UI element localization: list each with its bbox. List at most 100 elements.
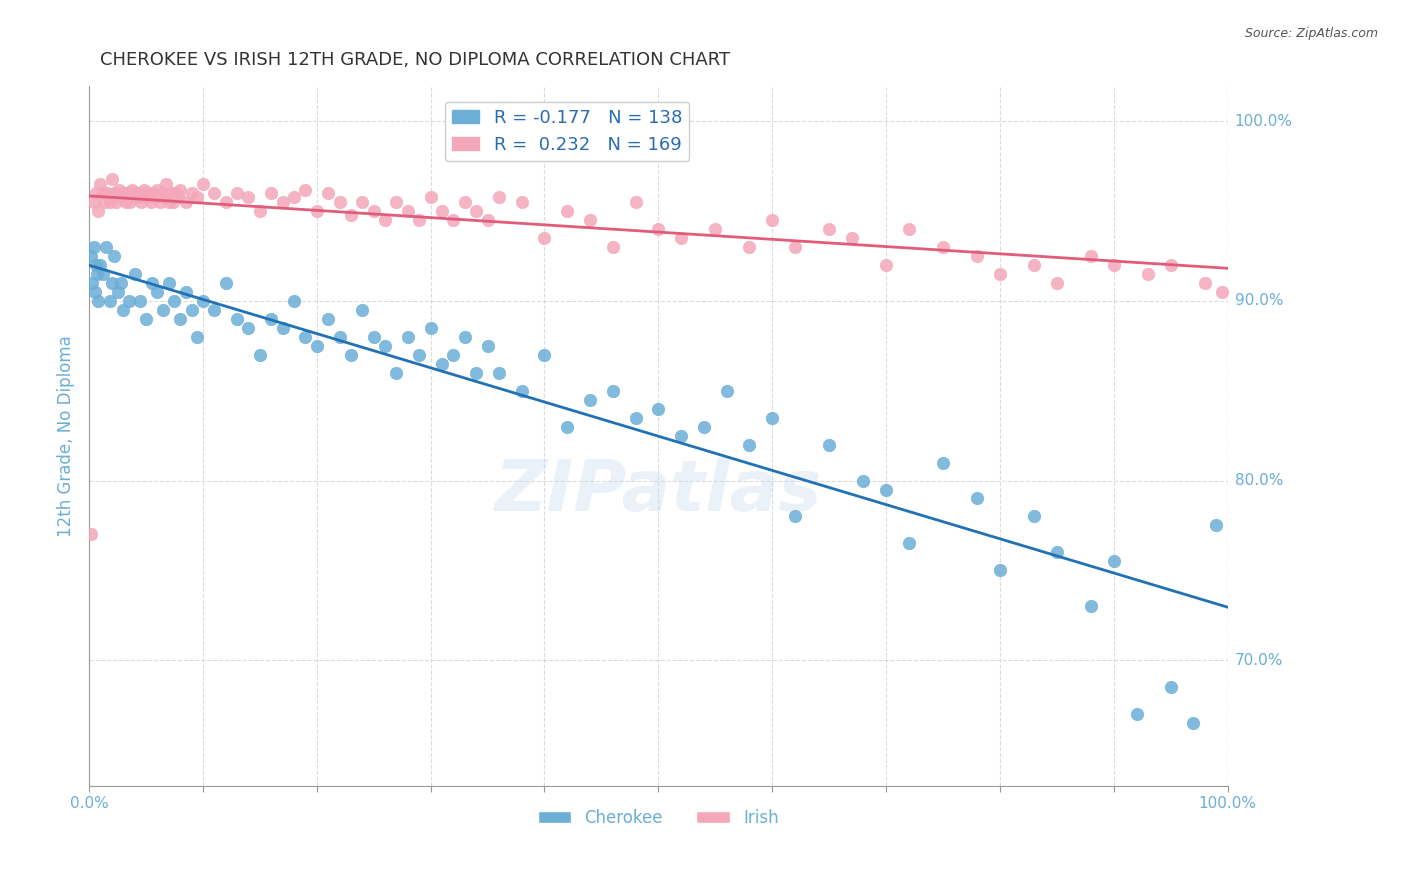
Point [316, 312, 339, 326]
Point [374, 213, 396, 227]
Point [579, 213, 602, 227]
Point [329, 195, 352, 210]
Point [419, 321, 441, 335]
Point [988, 267, 1011, 281]
Point [163, 293, 186, 308]
Point [105, 195, 128, 210]
Point [396, 330, 419, 344]
Point [488, 190, 510, 204]
Point [135, 190, 157, 204]
Point [155, 178, 177, 192]
Point [783, 509, 806, 524]
Point [875, 483, 897, 497]
Point [110, 276, 132, 290]
Point [202, 302, 225, 317]
Point [91, 186, 114, 201]
Point [125, 190, 148, 204]
Point [738, 437, 761, 451]
Point [1102, 554, 1125, 568]
Point [897, 222, 920, 236]
Point [157, 276, 180, 290]
Point [988, 563, 1011, 577]
Point [226, 312, 249, 326]
Point [363, 204, 385, 219]
Point [396, 204, 419, 219]
Point [84, 258, 107, 272]
Legend: Cherokee, Irish: Cherokee, Irish [531, 802, 786, 833]
Point [143, 190, 166, 204]
Point [624, 410, 647, 425]
Point [818, 437, 841, 451]
Point [174, 195, 197, 210]
Point [510, 384, 533, 398]
Text: 100.0%: 100.0% [1234, 114, 1292, 129]
Point [624, 195, 647, 210]
Point [132, 183, 155, 197]
Point [141, 276, 163, 290]
Point [385, 366, 408, 380]
Point [363, 330, 385, 344]
Point [226, 186, 249, 201]
Point [124, 186, 146, 201]
Point [215, 276, 238, 290]
Text: 70.0%: 70.0% [1234, 653, 1282, 667]
Point [1022, 509, 1045, 524]
Point [555, 204, 578, 219]
Point [352, 302, 374, 317]
Point [647, 401, 669, 416]
Point [160, 186, 183, 201]
Point [89, 178, 111, 192]
Point [693, 419, 716, 434]
Point [169, 183, 191, 197]
Point [169, 312, 191, 326]
Point [124, 267, 146, 281]
Text: ZIPatlas: ZIPatlas [495, 458, 823, 526]
Point [704, 222, 727, 236]
Point [294, 183, 316, 197]
Point [94, 240, 117, 254]
Point [329, 330, 352, 344]
Point [1205, 518, 1227, 533]
Point [107, 183, 129, 197]
Point [783, 240, 806, 254]
Point [477, 213, 499, 227]
Point [602, 240, 624, 254]
Text: 90.0%: 90.0% [1234, 293, 1284, 309]
Point [82, 276, 104, 290]
Point [110, 190, 132, 204]
Point [271, 195, 294, 210]
Point [117, 186, 139, 201]
Point [841, 231, 863, 245]
Point [91, 267, 114, 281]
Point [555, 419, 578, 434]
Point [647, 222, 669, 236]
Point [602, 384, 624, 398]
Point [1194, 276, 1216, 290]
Point [1136, 267, 1159, 281]
Text: Source: ZipAtlas.com: Source: ZipAtlas.com [1244, 27, 1378, 40]
Point [83, 285, 105, 299]
Point [316, 186, 339, 201]
Point [186, 330, 208, 344]
Point [162, 195, 184, 210]
Point [238, 321, 260, 335]
Point [340, 348, 363, 362]
Point [167, 190, 190, 204]
Point [352, 195, 374, 210]
Point [465, 366, 488, 380]
Point [1182, 715, 1205, 730]
Point [761, 213, 783, 227]
Point [146, 285, 169, 299]
Point [249, 348, 271, 362]
Point [966, 249, 988, 263]
Point [86, 267, 108, 281]
Point [191, 293, 214, 308]
Point [430, 357, 453, 371]
Point [153, 190, 176, 204]
Point [96, 186, 118, 201]
Point [716, 384, 738, 398]
Point [932, 240, 955, 254]
Point [419, 190, 441, 204]
Point [191, 178, 214, 192]
Point [430, 204, 453, 219]
